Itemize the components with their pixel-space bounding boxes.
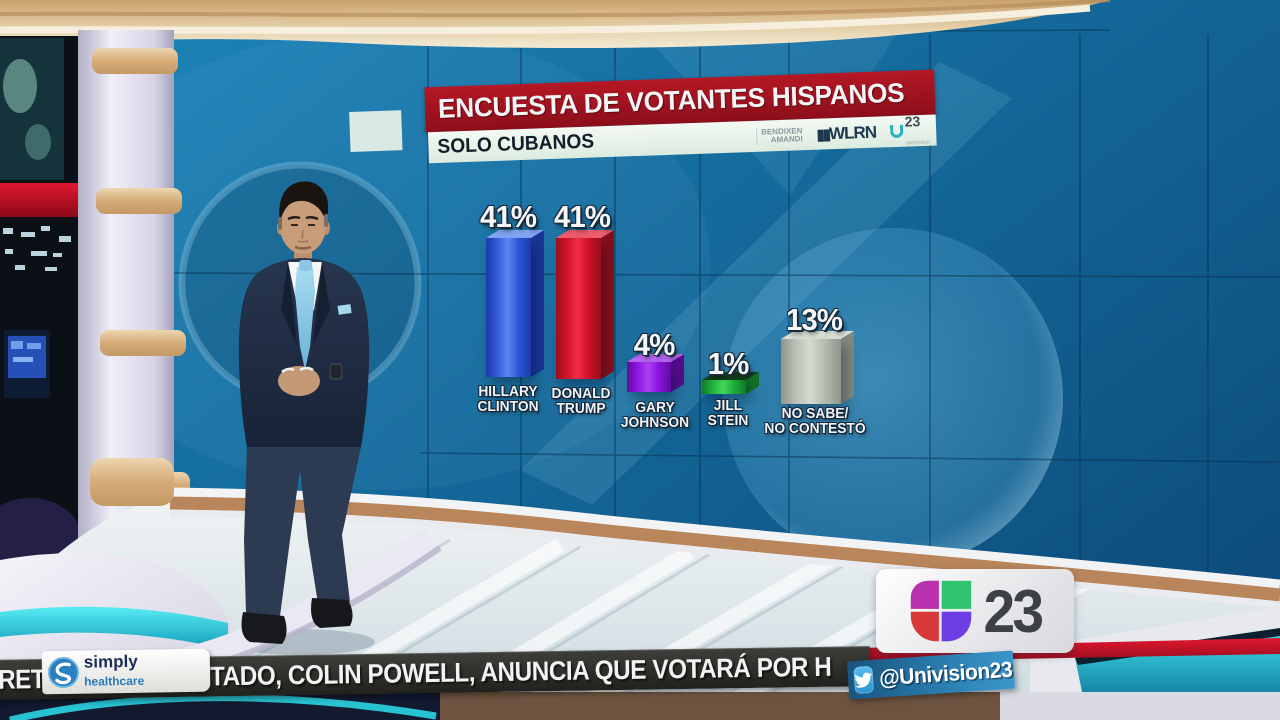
- station-bug: 23: [876, 569, 1074, 653]
- sponsor-name: simply healthcare: [83, 651, 145, 689]
- wlrn-mark-icon: ▮▮: [816, 125, 830, 144]
- bendixen-amandi-logo: BENDIXEN AMANDI: [755, 126, 803, 145]
- cat-label-no-sabe: NO SABE/NO CONTESTÓ: [764, 405, 866, 437]
- ceiling: [0, 0, 1111, 50]
- chart-subtitle: SOLO CUBANOS: [437, 130, 595, 158]
- banner-leader-box: [349, 110, 403, 152]
- ticker-headline: TADO, COLIN POWELL, ANUNCIA QUE VOTARÁ P…: [209, 651, 832, 692]
- bar-gary-johnson: [627, 354, 684, 392]
- cat-label-johnson: GARY JOHNSON: [620, 399, 690, 431]
- univision23-mini-logo: 23 univision: [889, 112, 931, 149]
- twitter-handle: @Univision23: [878, 656, 1013, 691]
- value-label-stein: 1%: [707, 346, 750, 381]
- bar-donald-trump: [556, 230, 614, 379]
- simply-healthcare-icon: [48, 656, 80, 688]
- value-label-johnson: 4%: [633, 327, 676, 362]
- news-anchor: [238, 181, 370, 644]
- ticker-fragment-left: RET: [0, 664, 46, 695]
- univision-logo-icon: [910, 580, 971, 642]
- value-label-trump: 41%: [553, 199, 611, 234]
- sponsor-box: simply healthcare: [41, 648, 211, 695]
- cat-label-trump: DONALD TRUMP: [551, 385, 611, 417]
- univision-u-icon: [889, 124, 904, 139]
- cat-label-stein: JILL STEIN: [707, 397, 749, 429]
- bar-hillary-clinton: [486, 230, 544, 377]
- wlrn-logo: ▮▮WLRN: [816, 122, 877, 144]
- bar-jill-stein: [702, 372, 759, 394]
- bar-no-sabe: [781, 331, 854, 404]
- cat-label-clinton: HILLARY CLINTON: [477, 383, 539, 415]
- twitter-bird-icon: [853, 665, 875, 694]
- source-logos: BENDIXEN AMANDI ▮▮WLRN 23 univision: [755, 112, 931, 154]
- station-bug-number: 23: [983, 577, 1044, 645]
- value-label-clinton: 41%: [479, 199, 537, 234]
- value-label-no-sabe: 13%: [785, 302, 843, 337]
- twitter-handle-strip: @Univision23: [846, 650, 1016, 700]
